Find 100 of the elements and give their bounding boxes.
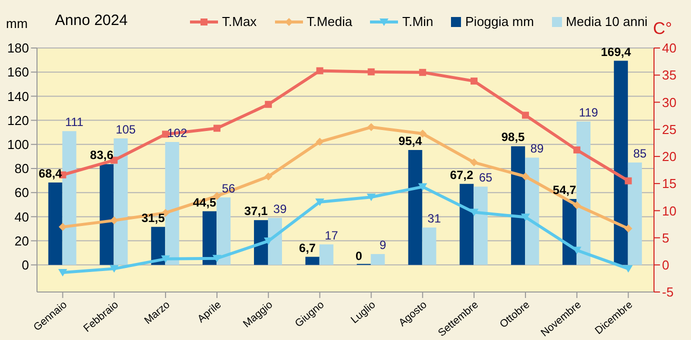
point — [470, 158, 478, 166]
y2-tick-label: 0 — [662, 258, 670, 273]
bar — [525, 158, 540, 265]
data-label: 111 — [65, 115, 84, 130]
point — [161, 255, 170, 263]
y-tick-label: 40 — [14, 209, 29, 224]
point — [419, 68, 426, 76]
bar — [474, 186, 488, 265]
point — [521, 172, 530, 181]
y-axis-title: mm — [6, 16, 28, 31]
data-label: 44,5 — [192, 195, 217, 210]
y2-tick-label: 35 — [662, 68, 676, 83]
data-label: 0 — [355, 248, 362, 263]
chart-title: Anno 2024 — [55, 12, 128, 29]
bar — [268, 218, 282, 265]
point — [418, 183, 428, 191]
y2-tick-label: 20 — [662, 149, 676, 164]
data-label: 65 — [478, 170, 493, 185]
data-label: 6,7 — [299, 240, 316, 255]
y-tick-label: 80 — [14, 161, 29, 176]
y2-tick-label: 5 — [662, 230, 670, 246]
y2-axis-title: C° — [653, 19, 672, 39]
y-tick-label: 60 — [14, 185, 29, 200]
bar — [370, 254, 385, 265]
data-label: 37,1 — [244, 204, 268, 218]
bar — [319, 244, 334, 265]
point — [110, 216, 118, 224]
bar — [422, 228, 436, 265]
point — [316, 138, 324, 146]
point — [264, 172, 272, 181]
data-label: 85 — [633, 146, 647, 160]
point — [366, 194, 376, 202]
y-tick-label: 140 — [7, 88, 29, 104]
data-label: 9 — [379, 238, 386, 252]
point — [368, 68, 375, 76]
y-tick-label: 100 — [7, 137, 29, 152]
point — [316, 67, 324, 74]
bar — [408, 150, 422, 265]
bar — [460, 184, 474, 265]
y2-tick-label: 25 — [662, 122, 676, 137]
data-label: 39 — [273, 202, 287, 216]
legend-label: T.Min — [401, 14, 434, 29]
bar — [100, 164, 114, 265]
y-tick-label: 20 — [14, 233, 29, 248]
bar — [511, 146, 526, 265]
y2-tick-label: 15 — [662, 176, 676, 192]
data-label: 54,7 — [552, 182, 576, 197]
data-label: 31,5 — [141, 210, 166, 225]
y-tick-label: 160 — [7, 64, 29, 80]
data-label: 95,4 — [398, 134, 422, 148]
data-label: 83,6 — [90, 148, 114, 162]
bar — [628, 162, 642, 265]
data-label: 105 — [116, 122, 136, 136]
bar — [576, 122, 590, 265]
y-tick-label: 0 — [22, 258, 29, 273]
bar — [114, 138, 128, 265]
point — [470, 208, 479, 216]
point — [58, 268, 68, 276]
bar — [216, 197, 231, 265]
data-label: 98,5 — [501, 130, 526, 144]
point — [110, 265, 119, 273]
y2-tick-label: -5 — [662, 284, 674, 300]
bar — [151, 226, 166, 265]
data-label: 31 — [428, 212, 442, 226]
point — [213, 124, 220, 132]
point — [522, 112, 529, 119]
bar — [48, 182, 62, 265]
legend-label: T.Media — [306, 14, 352, 29]
point — [264, 100, 272, 108]
data-label: 169,4 — [600, 44, 632, 59]
point — [624, 265, 633, 273]
legend-label: T.Max — [221, 14, 257, 29]
point — [572, 201, 581, 210]
bar — [305, 256, 320, 265]
legend-label: Media 10 anni — [564, 14, 648, 29]
y2-tick-label: 40 — [662, 40, 676, 56]
point — [573, 146, 580, 154]
data-label: 56 — [222, 181, 236, 196]
bar — [614, 60, 628, 265]
bar — [202, 211, 217, 265]
point — [624, 177, 632, 184]
y2-tick-label: 30 — [662, 94, 676, 110]
legend-label: Pioggia mm — [464, 14, 534, 29]
y2-tick-label: 10 — [662, 203, 676, 218]
point — [470, 78, 478, 85]
point — [212, 254, 222, 262]
y-tick-label: 120 — [7, 112, 29, 128]
data-label: 119 — [578, 106, 598, 120]
point — [315, 198, 324, 206]
point — [418, 130, 427, 138]
point — [520, 214, 530, 222]
bar — [254, 220, 268, 265]
bar — [62, 131, 76, 265]
data-label: 17 — [324, 228, 338, 242]
y-tick-label: 180 — [7, 40, 29, 56]
data-label: 67,2 — [450, 168, 474, 182]
point — [624, 224, 632, 233]
data-label: 89 — [530, 142, 544, 156]
data-label: 68,4 — [38, 166, 62, 180]
bar — [165, 142, 180, 265]
